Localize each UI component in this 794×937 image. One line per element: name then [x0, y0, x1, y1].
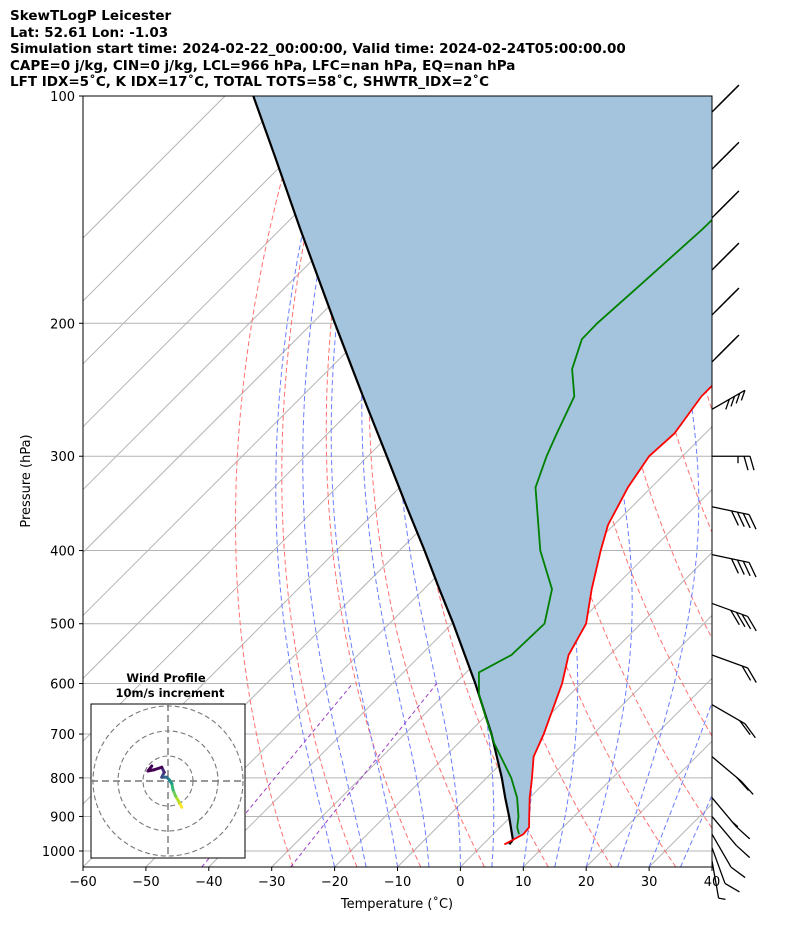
x-tick-label: −60	[69, 875, 96, 890]
parcel-profile-line	[252, 96, 515, 846]
moist-adiabat	[680, 793, 712, 867]
wind-barb	[711, 141, 740, 170]
wind-barb	[711, 833, 746, 879]
moist-adiabat	[275, 96, 338, 867]
y-tick-label: 600	[50, 678, 75, 693]
moist-adiabat	[361, 96, 430, 867]
dry-adiabat	[762, 96, 794, 867]
wind-barb	[711, 506, 757, 530]
isotherm-line	[522, 677, 712, 867]
moist-adiabat	[617, 96, 700, 867]
wind-barb	[711, 797, 751, 840]
y-tick-label: 1000	[42, 845, 75, 860]
dry-adiabat	[729, 96, 794, 867]
wind-barb	[711, 242, 740, 271]
wind-barb	[711, 602, 757, 632]
x-tick-label: 0	[456, 875, 464, 890]
isotherm-line	[271, 425, 712, 867]
wind-barb	[711, 847, 740, 893]
isotherm-line	[83, 96, 226, 239]
wind-barb	[711, 860, 726, 900]
x-tick-label: −10	[384, 875, 411, 890]
x-tick-label: −30	[258, 875, 285, 890]
isotherm-line	[711, 866, 712, 867]
x-tick-label: 40	[704, 875, 721, 890]
wind-barb	[711, 654, 757, 683]
time-line: Simulation start time: 2024-02-22_00:00:…	[10, 41, 626, 57]
wind-barb	[711, 334, 740, 363]
wind-barb	[711, 190, 740, 219]
y-tick-label: 100	[50, 90, 75, 105]
y-tick-label: 300	[50, 450, 75, 465]
indices-line: LFT IDX=5˚C, K IDX=17˚C, TOTAL TOTS=58˚C…	[10, 74, 490, 90]
dry-adiabat	[663, 96, 712, 412]
cape-line: CAPE=0 j/kg, CIN=0 j/kg, LCL=966 hPa, LF…	[10, 57, 516, 74]
x-tick-label: −20	[321, 875, 348, 890]
isotherm-line	[83, 96, 415, 428]
y-tick-label: 200	[50, 317, 75, 332]
wind-barb	[711, 287, 740, 316]
wind-barb	[711, 553, 757, 578]
dry-adiabat	[325, 96, 422, 867]
chart-header: SkewTLogP Leicester Lat: 52.61 Lon: -1.0…	[10, 8, 626, 91]
hodograph-title: Wind Profile	[126, 671, 206, 685]
wind-barb	[712, 455, 755, 471]
wind-barb	[711, 704, 756, 739]
isotherm-line	[460, 614, 712, 867]
chart-title: SkewTLogP Leicester	[10, 8, 172, 24]
y-tick-label: 900	[50, 810, 75, 825]
isotherm-line	[83, 96, 352, 365]
moist-adiabat	[711, 865, 712, 867]
y-tick-label: 800	[50, 772, 75, 787]
moist-adiabat	[330, 96, 398, 867]
wind-barb	[711, 756, 754, 795]
mixing-ratio-line	[290, 683, 438, 867]
dry-adiabat	[368, 96, 485, 867]
isotherm-line	[334, 488, 712, 867]
hodograph-subtitle: 10m/s increment	[116, 686, 225, 700]
wind-barb	[711, 816, 751, 859]
x-tick-label: 10	[515, 875, 532, 890]
moist-adiabat	[302, 96, 367, 867]
y-tick-label: 400	[50, 545, 75, 560]
wind-barb	[711, 389, 746, 410]
wind-barb	[711, 84, 740, 113]
x-axis-label: Temperature (˚C)	[340, 896, 453, 912]
temperature-profile-line	[503, 384, 712, 846]
parcel-temperature-shading	[253, 96, 712, 845]
isotherm-line	[775, 96, 794, 867]
x-tick-label: 30	[641, 875, 658, 890]
y-tick-label: 700	[50, 728, 75, 743]
y-axis-label: Pressure (hPa)	[19, 434, 34, 527]
moist-adiabat	[648, 700, 712, 867]
dewpoint-profile-line	[477, 218, 712, 835]
x-tick-label: −50	[132, 875, 159, 890]
location-line: Lat: 52.61 Lon: -1.03	[10, 24, 169, 41]
y-tick-label: 500	[50, 618, 75, 633]
isotherm-line	[83, 96, 289, 302]
dry-adiabat	[235, 96, 306, 867]
x-tick-label: −40	[195, 875, 222, 890]
dry-adiabat	[281, 96, 358, 867]
hodograph-segment	[146, 764, 154, 773]
x-tick-label: 20	[578, 875, 595, 890]
